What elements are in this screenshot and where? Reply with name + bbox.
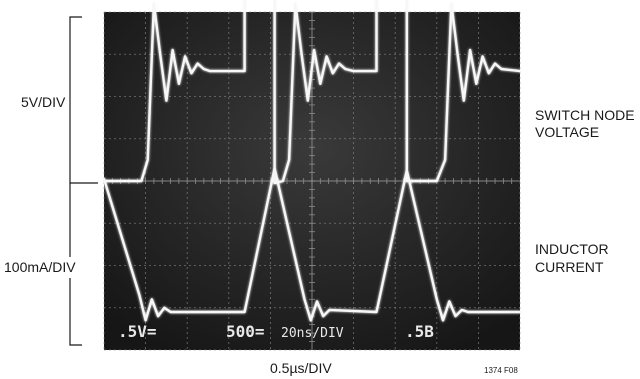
current-scale-label: 100mA/DIV [4,257,76,278]
inductor-current-trace [102,167,522,322]
screen-readout: .5V= [118,322,157,341]
switch-node-voltage-trace [102,0,522,185]
inductor-current-label-line2: CURRENT [535,259,604,275]
screen-readout: .5B [405,322,434,341]
scope-traces [102,0,522,322]
screen-readouts: .5V= 500= 20ns/DIV .5B [118,322,434,341]
current-scale-bracket [69,183,82,346]
inductor-current-label-line1: INDUCTOR [535,241,609,257]
switch-node-label-line2: VOLTAGE [535,124,600,140]
x-scale-label: 0.5µs/DIV [270,360,332,376]
switch-scale-label: 5V/DIV [21,92,66,113]
switch-node-label-line1: SWITCH NODE [535,107,635,123]
screen-readout: 20ns/DIV [281,326,344,341]
figure-id-label: 1374 F08 [484,366,518,375]
screen-readout: 500= [226,322,265,341]
switch-scale-bracket [69,16,98,184]
